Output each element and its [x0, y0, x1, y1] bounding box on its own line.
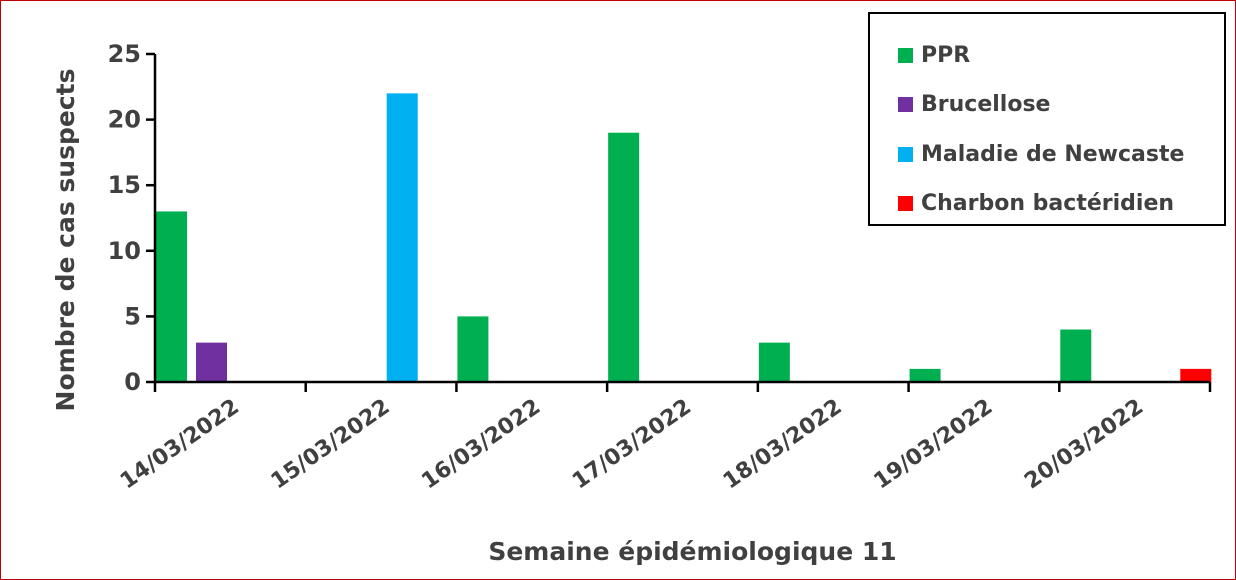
y-tick-label-0: 0	[124, 368, 141, 396]
x-tick-label-6: 19/03/2022	[870, 394, 998, 494]
x-tick-label-5: 18/03/2022	[719, 394, 847, 494]
y-tick-label-5: 5	[124, 302, 141, 330]
bar-ppr-7	[1060, 329, 1092, 382]
legend-label-brucellose: Brucellose	[921, 91, 1051, 117]
bar-ppr-3	[457, 316, 489, 382]
legend-item-newcastle: Maladie de Newcaste	[898, 139, 1184, 169]
legend: PPR Brucellose Maladie de Newcaste Charb…	[868, 12, 1226, 226]
y-tick-label-25: 25	[108, 40, 141, 68]
legend-item-charbon: Charbon bactéridien	[898, 188, 1174, 218]
bar-ppr-1	[156, 211, 187, 382]
y-tick-label-10: 10	[108, 237, 141, 265]
bar-brucellose-1	[196, 342, 227, 382]
legend-label-ppr: PPR	[921, 42, 971, 68]
bar-ppr-6	[909, 368, 941, 382]
x-tick-label-3: 16/03/2022	[417, 394, 545, 494]
y-tick-label-20: 20	[108, 106, 141, 134]
y-axis-title: Nombre de cas suspects	[51, 69, 80, 412]
bar-charbon-bact-ridien-7	[1180, 368, 1212, 382]
legend-label-charbon: Charbon bactéridien	[921, 190, 1175, 216]
legend-label-newcastle: Maladie de Newcaste	[921, 141, 1185, 167]
bar-ppr-4	[608, 132, 640, 382]
bar-maladie-de-newcaste-2	[386, 93, 418, 383]
x-tick-label-2: 15/03/2022	[267, 394, 395, 494]
legend-swatch-brucellose	[898, 96, 913, 112]
x-tick-label-1: 14/03/2022	[116, 394, 244, 494]
x-tick-label-4: 17/03/2022	[568, 394, 696, 494]
legend-swatch-newcastle	[898, 146, 913, 162]
legend-item-ppr: PPR	[898, 40, 970, 70]
bar-ppr-5	[758, 342, 790, 382]
legend-item-brucellose: Brucellose	[898, 89, 1050, 119]
legend-swatch-charbon	[898, 195, 913, 211]
legend-swatch-ppr	[898, 47, 913, 63]
y-tick-label-15: 15	[108, 171, 141, 199]
x-axis-title: Semaine épidémiologique 11	[488, 537, 896, 566]
x-tick-label-7: 20/03/2022	[1020, 394, 1148, 494]
